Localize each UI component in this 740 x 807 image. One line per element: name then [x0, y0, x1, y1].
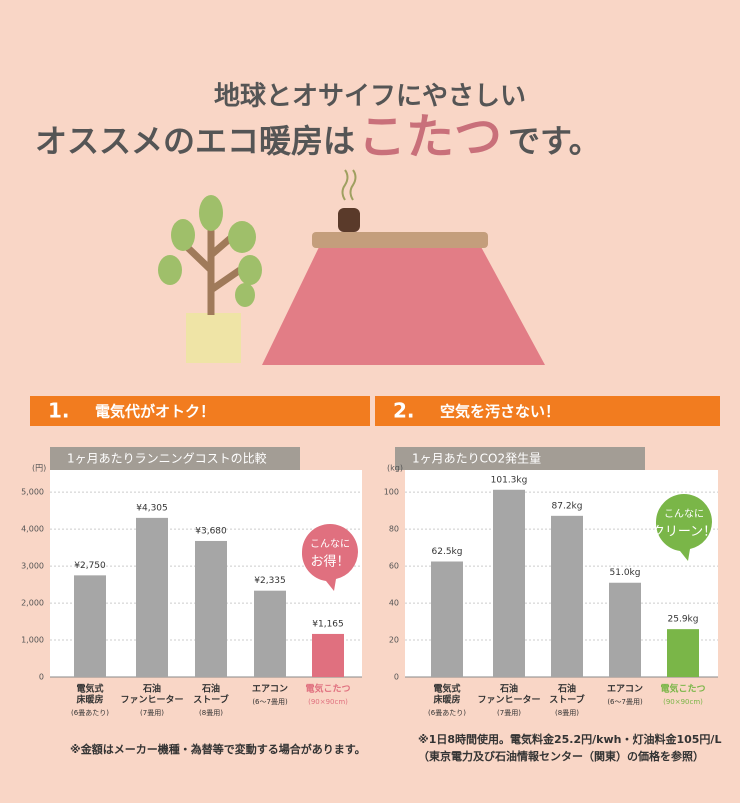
y-tick-label: 2,000	[21, 599, 44, 608]
callout-bubble	[301, 524, 358, 591]
headline: 地球とオサイフにやさしい	[214, 82, 526, 112]
value-label: ¥1,165	[312, 619, 344, 629]
chart-title: 1ヶ月あたりCO2発生量	[412, 452, 541, 466]
x-tick-label: 電気式	[76, 683, 103, 695]
x-tick-label: ファンヒーター	[120, 694, 183, 706]
value-label: 62.5kg	[432, 547, 463, 557]
value-label: ¥4,305	[136, 503, 168, 513]
section-number: 1.	[48, 399, 70, 423]
chart-title-tab	[395, 447, 645, 470]
x-tick-label: 電気こたつ	[305, 683, 350, 695]
y-tick-label: 80	[389, 525, 399, 534]
x-tick-label: 石油	[142, 683, 161, 695]
tree-illustration	[158, 195, 262, 363]
headline: オススメのエコ暖房は	[35, 122, 355, 160]
note: ※1日8時間使用。電気料金25.2円/kwh・灯油料金105円/L	[418, 732, 721, 746]
x-tick-note: (8畳用)	[555, 709, 579, 717]
bar	[551, 515, 583, 677]
x-tick-label: 床暖房	[433, 694, 460, 706]
value-label: 101.3kg	[491, 475, 528, 485]
x-tick-note: (90×90cm)	[308, 698, 348, 706]
bar	[195, 540, 227, 677]
chart-title: 1ヶ月あたりランニングコストの比較	[67, 451, 267, 466]
callout-text: クリーン！	[652, 525, 716, 540]
bar	[609, 582, 641, 677]
bar	[493, 489, 525, 677]
bar	[74, 575, 106, 677]
x-tick-note: (8畳用)	[199, 709, 223, 717]
x-tick-note: (6畳あたり)	[71, 709, 109, 717]
x-tick-label: 石油	[201, 683, 220, 695]
x-tick-note: (6〜7畳用)	[607, 698, 643, 706]
bar	[254, 590, 286, 677]
value-label: 51.0kg	[610, 568, 641, 578]
x-tick-label: 石油	[557, 683, 576, 695]
x-tick-label: 電気こたつ	[660, 683, 705, 695]
bar	[667, 629, 699, 677]
x-tick-label: エアコン	[252, 684, 288, 695]
y-tick-label: 4,000	[21, 525, 44, 534]
x-tick-label: ストーブ	[193, 694, 228, 706]
value-label: 87.2kg	[552, 501, 583, 511]
y-tick-label: 20	[389, 636, 399, 645]
section-number: 2.	[393, 399, 415, 423]
y-tick-label: 1,000	[21, 636, 44, 645]
callout-text: こんなに	[664, 508, 704, 520]
section-title: 電気代がオトク！	[95, 403, 215, 421]
bar	[136, 517, 168, 677]
chart-title-tab	[50, 447, 300, 470]
bar	[312, 633, 344, 677]
x-tick-label: ファンヒーター	[477, 694, 540, 706]
x-tick-label: 床暖房	[76, 694, 103, 706]
x-tick-note: (6〜7畳用)	[252, 698, 288, 706]
x-tick-label: ストーブ	[549, 694, 584, 706]
y-tick-label: 3,000	[21, 562, 44, 571]
section-bar	[30, 396, 370, 426]
headline: です。	[508, 122, 601, 160]
y-axis-label: (円)	[32, 464, 46, 473]
bar	[431, 561, 463, 677]
x-tick-label: 石油	[499, 683, 518, 695]
y-tick-label: 5,000	[21, 488, 44, 497]
callout-bubble	[655, 494, 712, 561]
headline-accent: こたつ	[358, 109, 502, 165]
x-tick-label: エアコン	[607, 684, 643, 695]
y-tick-label: 60	[389, 562, 399, 571]
x-tick-note: (90×90cm)	[663, 698, 703, 706]
x-tick-note: (7畳用)	[140, 709, 164, 717]
section-bar	[375, 396, 720, 426]
y-tick-label: 100	[384, 488, 399, 497]
value-label: 25.9kg	[668, 615, 699, 625]
y-axis-label: (kg)	[387, 464, 403, 473]
value-label: ¥2,335	[254, 576, 286, 586]
y-tick-label: 0	[39, 673, 44, 682]
callout-text: こんなに	[310, 538, 350, 550]
section-title: 空気を汚さない！	[440, 403, 560, 421]
x-tick-note: (7畳用)	[497, 709, 521, 717]
value-label: ¥2,750	[74, 561, 106, 571]
kotatsu-illustration	[262, 169, 545, 365]
value-label: ¥3,680	[195, 526, 227, 536]
note: ※金額はメーカー機種・為替等で変動する場合があります。	[70, 742, 366, 756]
callout-text: お得！	[310, 554, 349, 570]
x-tick-label: 電気式	[433, 683, 460, 695]
note: （東京電力及び石油情報センター（関東）の価格を参照）	[418, 749, 704, 763]
y-tick-label: 40	[389, 599, 399, 608]
x-tick-note: (6畳あたり)	[428, 709, 466, 717]
y-tick-label: 0	[394, 673, 399, 682]
